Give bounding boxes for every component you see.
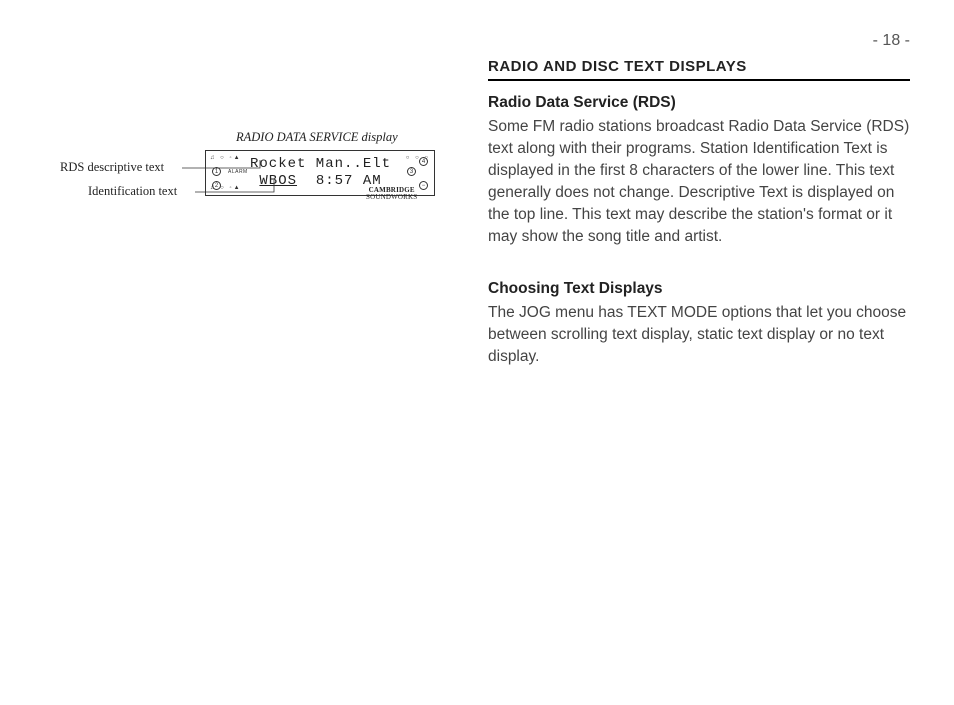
preset-3-icon: 3 [407,167,416,176]
rds-subhead: Radio Data Service (RDS) [488,92,910,114]
music-icons-top: ♫ ○ ◦▲ [210,155,242,161]
callout-rds-descriptive: RDS descriptive text [60,160,164,175]
callout-identification: Identification text [88,184,177,199]
preset-1-icon: 1 [212,167,221,176]
body-column: Radio Data Service (RDS) Some FM radio s… [488,92,910,386]
radio-display-box: ♫ ○ ◦▲ ALARM ♫ ○ ◦▲ 1 2 Rocket Man..Elt … [205,150,435,196]
lcd-left-icons: ♫ ○ ◦▲ ALARM ♫ ○ ◦▲ 1 2 [206,151,250,195]
preset-2-icon: 2 [212,181,221,190]
brand-label: CAMBRIDGE SOUNDWORKS [366,187,417,201]
station-id-text: WBOS [259,173,297,189]
manual-page: - 18 - RADIO AND DISC TEXT DISPLAYS Radi… [0,0,954,705]
minus-icon: − [419,181,428,190]
preset-4-icon: 4 [419,157,428,166]
brand-line-2: SOUNDWORKS [366,193,417,201]
page-number: - 18 - [873,32,910,50]
alarm-label: ALARM [228,169,248,175]
choosing-paragraph: The JOG menu has TEXT MODE options that … [488,302,910,368]
choosing-subhead: Choosing Text Displays [488,278,910,300]
rds-paragraph: Some FM radio stations broadcast Radio D… [488,116,910,248]
section-heading: RADIO AND DISC TEXT DISPLAYS [488,58,910,81]
lcd-line-1: Rocket Man..Elt [250,156,398,173]
figure-caption: RADIO DATA SERVICE display [236,130,398,145]
